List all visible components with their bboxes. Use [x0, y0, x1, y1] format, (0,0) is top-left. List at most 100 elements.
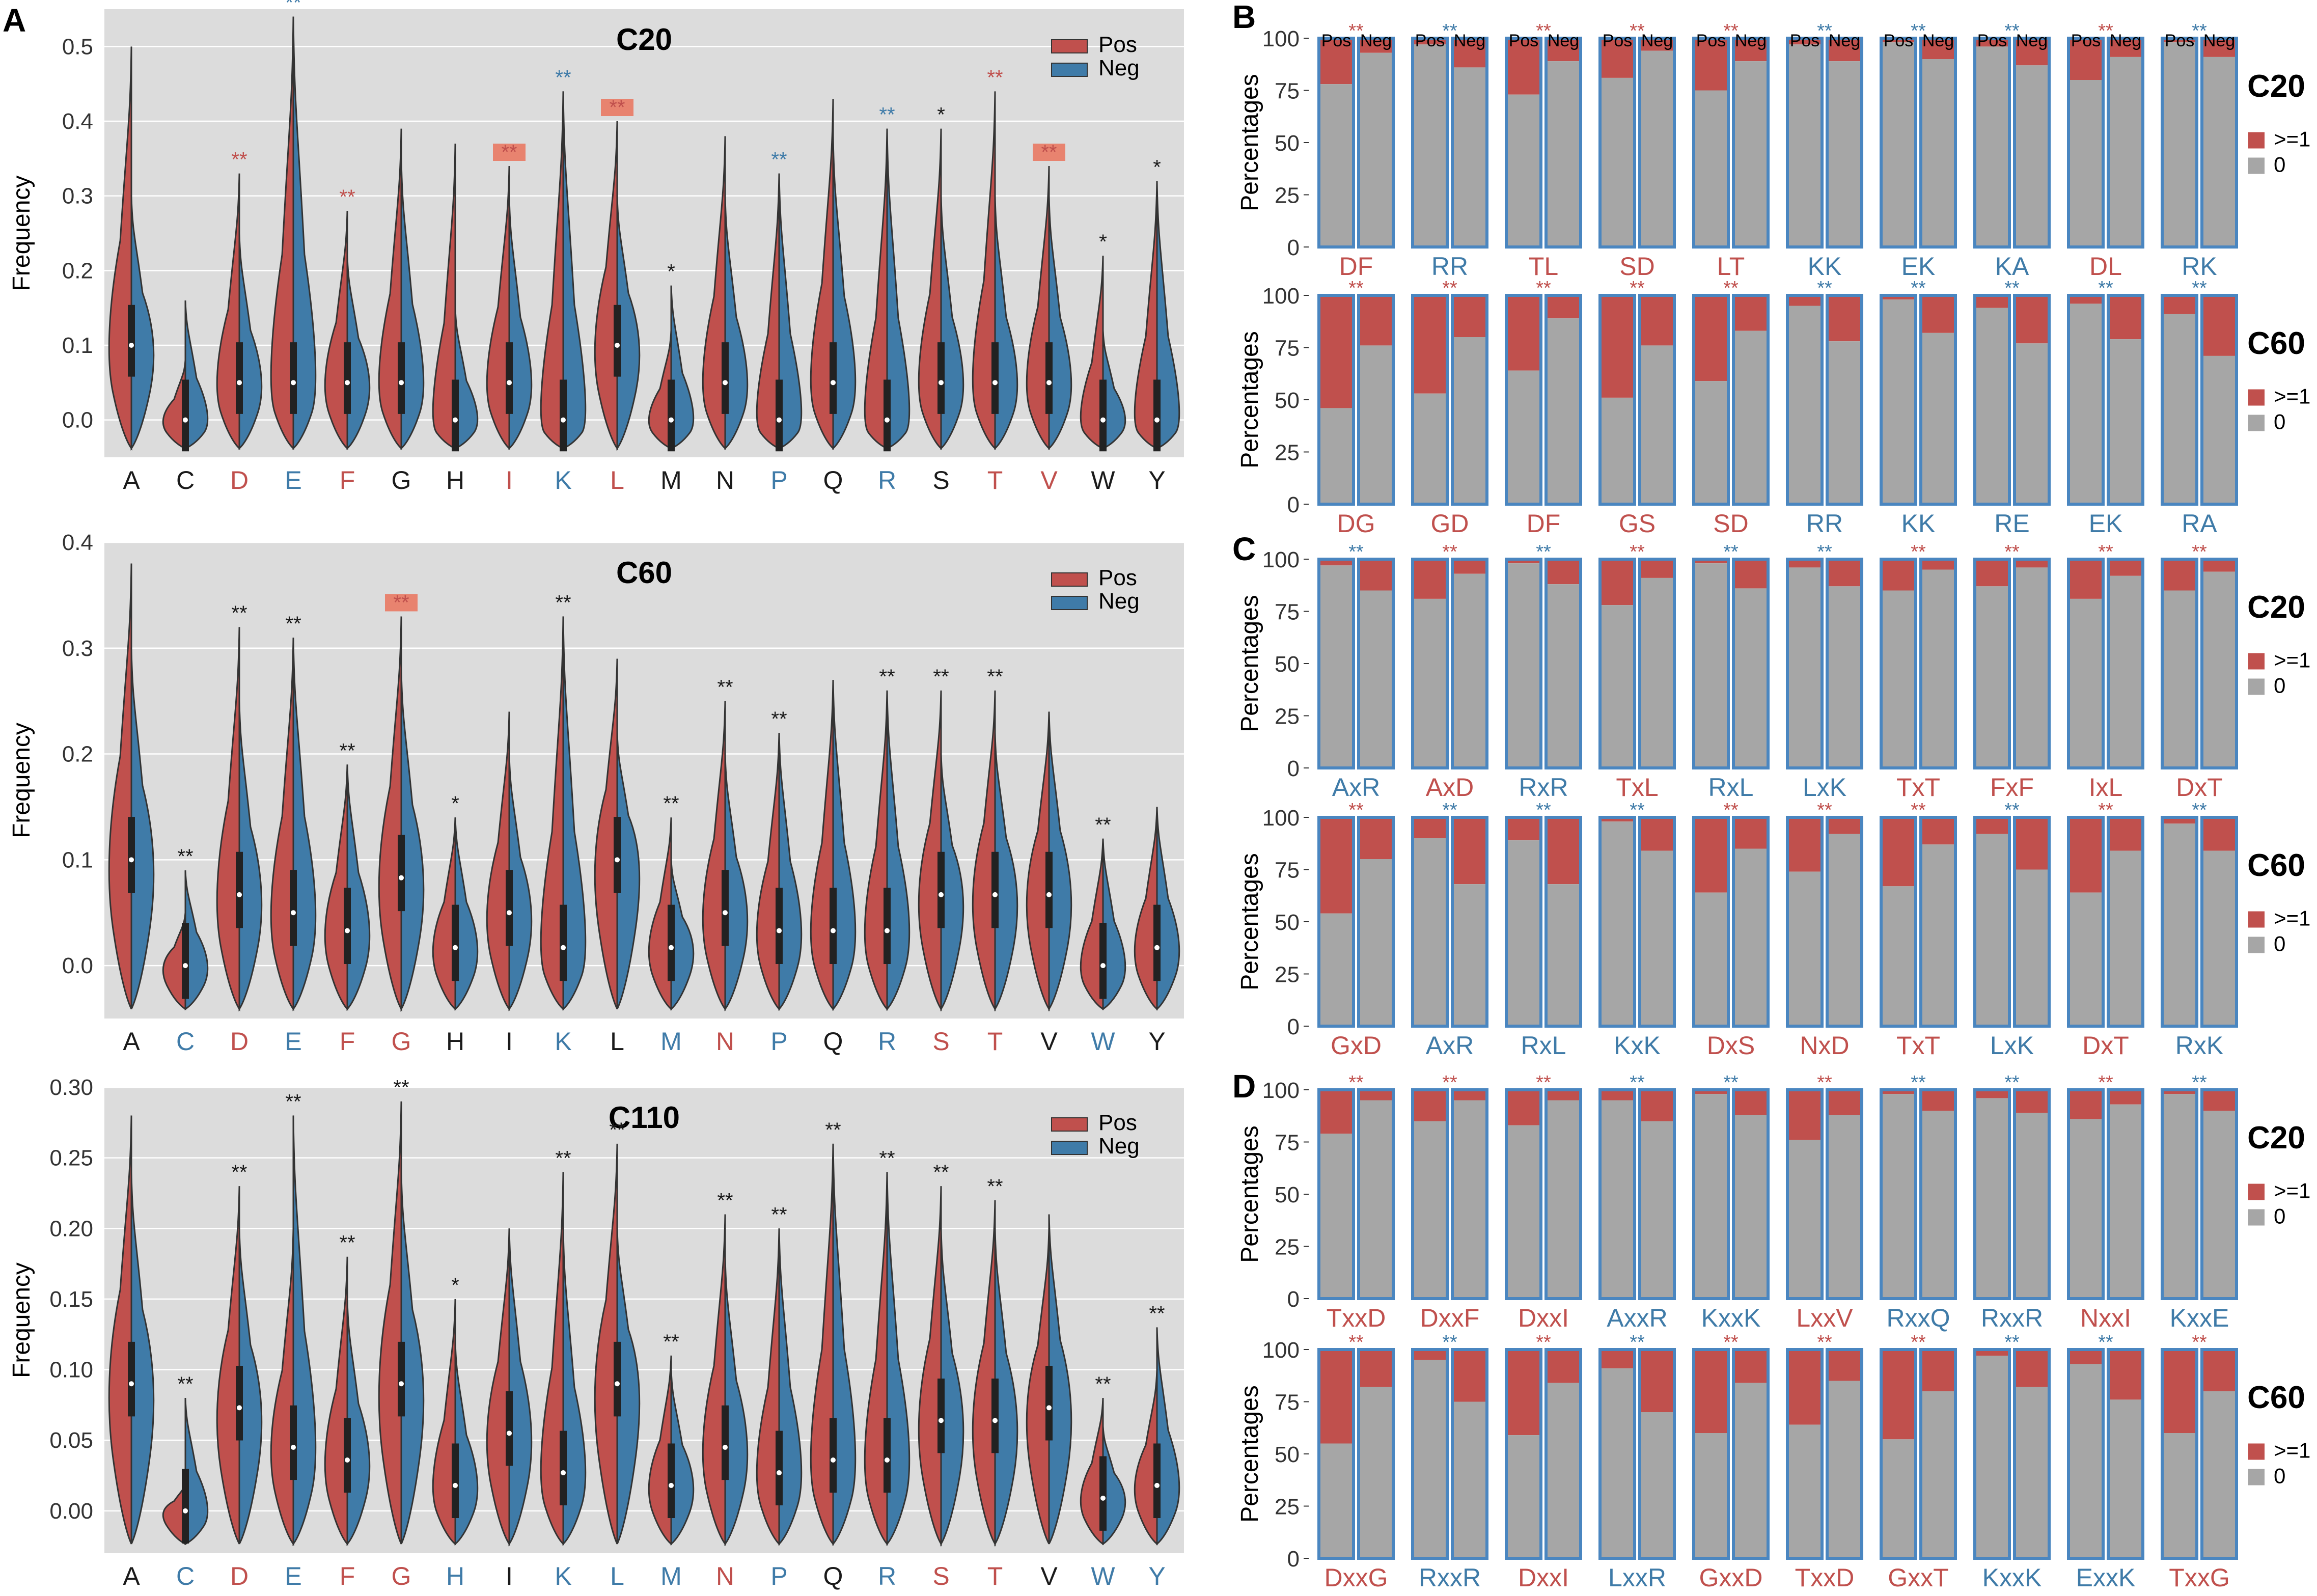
significance-stars-ExxK: **: [2098, 1332, 2113, 1353]
violin-median-dot: [507, 910, 512, 916]
bar-neg-outline: [1544, 816, 1582, 1028]
bar-pos-ge1-RE: [1975, 295, 2009, 308]
bar-pos-outline: [1505, 37, 1542, 249]
x-tick-label-V: V: [1040, 1027, 1058, 1056]
category-label-DxT: DxT: [2176, 773, 2223, 802]
x-tick-label-R: R: [878, 1562, 896, 1590]
bar-neg-ge1-KxxE: [2202, 1090, 2237, 1111]
bar-neg-ge1-KA: [2015, 38, 2049, 66]
legend-swatch-ge1: [2248, 1184, 2265, 1200]
x-tick-label-P: P: [770, 1027, 787, 1056]
y-tick-label: 50: [1275, 1442, 1300, 1467]
significance-stars-LT: **: [1723, 20, 1739, 42]
bar-pos-zero-KxxE: [2162, 1094, 2197, 1299]
violin-median-dot: [129, 857, 134, 863]
violin-median-dot: [1046, 1405, 1052, 1411]
violin-pos-N: [702, 701, 726, 1011]
bar-pos-zero-SD: [1600, 77, 1635, 247]
bar-pos-ge1-DG: [1319, 295, 1354, 408]
significance-stars-R: **: [879, 666, 895, 688]
bar-pos-outline: [1973, 1348, 2011, 1560]
bar-neg-zero-DF: [1359, 52, 1393, 247]
category-label-LxK: LxK: [1990, 1031, 2034, 1060]
bar-neg-outline: [2107, 1348, 2144, 1560]
x-tick-label-W: W: [1091, 466, 1115, 494]
bar-neg-ge1-TxxD: [1827, 1350, 1862, 1381]
bar-pos-outline: [1411, 558, 1449, 769]
violin-pos-E: [270, 16, 294, 450]
bar-neg-zero-GxxT: [1921, 1391, 1955, 1558]
bar-pos-zero-IxL: [2068, 598, 2103, 768]
bar-pos-outline: [1973, 816, 2011, 1028]
violin-neg-C: [184, 870, 209, 1010]
x-tick-label-K: K: [555, 1027, 571, 1056]
category-label-IxL: IxL: [2089, 773, 2123, 802]
violin-median-dot: [1100, 963, 1106, 969]
category-label-DxxF: DxxF: [1420, 1304, 1480, 1332]
bar-pos-ge1-RK: [2162, 38, 2197, 43]
violin-median-dot: [1154, 945, 1160, 950]
significance-stars-EK: **: [2098, 278, 2113, 299]
significance-stars-F: **: [339, 186, 355, 208]
bar-neg-ge1-GS: [1640, 295, 1674, 346]
legend-label-neg: Neg: [1098, 1134, 1140, 1159]
significance-stars-GS: **: [1630, 278, 1645, 299]
bar-pos-zero-KxK: [1600, 821, 1635, 1026]
bar-pos-outline: [1880, 37, 1917, 249]
violin-median-dot: [399, 1381, 404, 1387]
legend-swatch-ge1: [2248, 1443, 2265, 1460]
violin-pos-A: [108, 46, 132, 451]
bar-pos-zero-AxxR: [1600, 1100, 1635, 1299]
y-tick-label: 25: [1275, 441, 1300, 465]
bar-label-neg: Neg: [2110, 31, 2141, 50]
violin-neg-S: [940, 196, 964, 450]
bar-pos-ge1-DF: [1506, 295, 1541, 371]
bar-neg-outline: [1826, 1348, 1863, 1560]
violin-median-dot: [453, 417, 458, 423]
y-tick-label: 0.4: [62, 109, 93, 134]
bar-neg-ge1-SD: [1733, 295, 1768, 331]
significance-stars-KA: **: [2004, 20, 2020, 42]
bar-pos-outline: [1505, 294, 1542, 506]
bar-pos-ge1-TxxG: [2162, 1350, 2197, 1433]
violin-median-dot: [885, 417, 890, 423]
x-tick-label-G: G: [392, 466, 411, 494]
violin-neg-K: [562, 1228, 587, 1546]
violin-neg-H: [454, 308, 479, 450]
bar-neg-zero-DxxI: [1546, 1383, 1581, 1558]
significance-stars-D: **: [231, 602, 247, 624]
bar-neg-zero-ExxK: [2108, 1399, 2143, 1558]
bar-pos-ge1-RxK: [2162, 817, 2197, 824]
bar-label-pos: Pos: [1696, 31, 1726, 50]
violin-median-dot: [237, 1405, 242, 1411]
violin-neg-G: [400, 1172, 425, 1545]
x-tick-label-D: D: [230, 1562, 249, 1590]
x-tick-label-C: C: [176, 1562, 195, 1590]
bar-label-neg: Neg: [1641, 31, 1673, 50]
bar-neg-outline: [2200, 1348, 2238, 1560]
bar-neg-zero-TL: [1546, 61, 1581, 247]
bar-label-neg: Neg: [2016, 31, 2048, 50]
bar-pos-ge1-TxL: [1600, 559, 1635, 606]
bar-label-neg: Neg: [1548, 31, 1579, 50]
legend-swatch-zero: [2248, 157, 2265, 174]
category-label-AxR: AxR: [1426, 1031, 1474, 1060]
violin-median-dot: [723, 910, 728, 916]
violin-pos-P: [756, 732, 780, 1011]
violin-neg-R: [886, 128, 911, 450]
bar-pos-zero-RR: [1413, 44, 1447, 247]
violin-neg-E: [292, 1115, 317, 1547]
violin-pos-G: [378, 1101, 402, 1545]
plot-background: [104, 542, 1184, 1019]
x-tick-label-I: I: [506, 1027, 513, 1056]
violin-neg-F: [346, 255, 371, 450]
y-axis-label: Frequency: [8, 723, 35, 838]
legend-swatch-ge1: [2248, 653, 2265, 670]
bar-pos-zero-RxR: [1506, 563, 1541, 768]
bar-neg-outline: [1732, 816, 1770, 1028]
bar-neg-outline: [1357, 294, 1395, 506]
bar-pos-outline: [1598, 37, 1636, 249]
bar-pos-outline: [1411, 37, 1449, 249]
significance-stars-NxD: **: [1817, 800, 1832, 821]
violin-pos-D: [216, 627, 240, 1012]
